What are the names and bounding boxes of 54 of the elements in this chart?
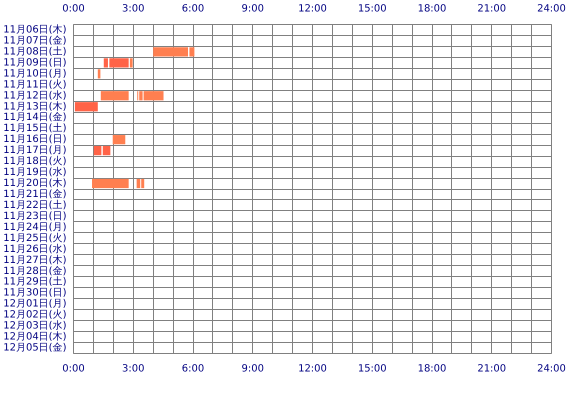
x-tick-label: 21:00 [477,4,506,14]
bar [100,91,129,100]
bar [92,178,129,188]
x2-tick-label: 15:00 [358,364,387,374]
x2-tick-label: 0:00 [62,364,85,374]
x2-tick-label: 21:00 [477,364,506,374]
x2-tick-label: 3:00 [122,364,144,374]
bar [136,178,140,188]
x2-tick-label: 6:00 [182,364,204,374]
y-tick-label: 11月15日(土) [3,122,67,134]
y-tick-label: 11月20日(木) [3,177,67,190]
y-tick-label: 12月03日(水) [3,320,67,332]
y-tick-label: 11月23日(日) [3,210,67,222]
y-tick-label: 11月30日(日) [3,288,67,299]
y-tick-label: 11月12日(水) [3,89,67,102]
y-tick-label: 11月17日(月) [3,145,67,156]
bar [98,69,100,78]
y-tick-label: 12月02日(火) [3,308,67,321]
x-tick-label: 0:00 [62,4,85,14]
y-tick-label: 11月19日(水) [3,166,67,178]
x-tick-label: 12:00 [298,4,327,14]
x2-tick-label: 18:00 [418,364,446,374]
y-tick-label: 11月26日(水) [3,242,67,255]
y-tick-label: 11月28日(金) [3,264,67,277]
x2-tick-label: 12:00 [298,364,327,374]
y-tick-label: 11月11日(火) [3,78,67,90]
x-tick-label: 15:00 [358,4,387,14]
x-tick-label: 24:00 [537,4,566,14]
y-tick-label: 12月05日(金) [3,342,67,354]
x-tick-label: 6:00 [182,4,204,14]
y-tick-label: 11月10日(月) [3,68,67,80]
y-tick-label: 12月01日(月) [3,298,67,310]
y-tick-label: 11月13日(木) [3,100,67,112]
x-tick-label: 18:00 [418,4,446,14]
y-tick-label: 11月25日(火) [3,232,67,244]
y-tick-label: 11月14日(金) [3,111,67,124]
bar [74,102,98,112]
y-tick-label: 11月06日(木) [3,23,67,36]
y-tick-label: 11月18日(火) [3,155,67,168]
y-tick-label: 11月22日(土) [3,198,67,211]
y-tick-label: 11月27日(木) [3,254,67,266]
y-tick-label: 11月29日(土) [3,276,67,288]
y-tick-label: 11月08日(土) [3,45,67,58]
bar [112,135,126,144]
x-tick-label: 9:00 [242,4,264,14]
x-tick-label: 3:00 [122,4,144,14]
x2-tick-label: 24:00 [537,364,566,374]
y-tick-label: 11月09日(日) [3,57,67,68]
x2-tick-label: 9:00 [242,364,264,374]
y-tick-label: 11月16日(日) [3,134,67,146]
y-tick-label: 12月04日(木) [3,330,67,343]
y-tick-label: 11月07日(金) [3,34,67,46]
y-tick-label: 11月21日(金) [3,188,67,200]
y-tick-label: 11月24日(月) [3,222,67,233]
